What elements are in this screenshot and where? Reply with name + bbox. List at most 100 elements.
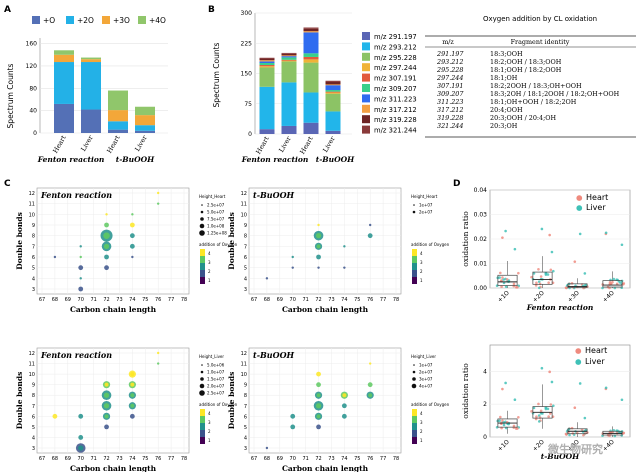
d-point [544, 406, 548, 410]
watermark-text: 微生物研究 [547, 442, 603, 456]
d-outlier [583, 416, 587, 420]
b-bar-segment [281, 59, 297, 61]
c-bubble-inner [315, 233, 322, 239]
c-bubble [368, 362, 372, 365]
a-xtick-label: Heart [105, 134, 122, 155]
c-xtick-label: 76 [155, 456, 161, 462]
c-colorbar-label: 3 [208, 420, 211, 425]
c-plot-title: t-BuOOH [253, 190, 295, 200]
c-bubble [290, 413, 296, 419]
b-bar-segment [303, 27, 319, 29]
d-point [532, 406, 536, 410]
c-bubble [367, 233, 373, 239]
d-point [537, 420, 541, 423]
d-point [502, 423, 506, 427]
b-legend-swatch [362, 84, 370, 92]
d-box [497, 274, 518, 286]
legend-swatch-o1 [32, 16, 40, 24]
table-cell-mz: 311.223 [437, 98, 463, 106]
bubble-plot-frame [36, 187, 190, 295]
panel-b-group-tbuooh: t-BuOOH [316, 155, 355, 164]
d-outlier [604, 386, 608, 390]
b-bar-segment [281, 52, 297, 54]
b-legend-label: m/z 293.212 [374, 43, 417, 51]
d-point [547, 415, 550, 418]
d-point [535, 281, 538, 285]
panel-b-table: Oxygen addition by CL oxidation m/z Frag… [425, 15, 636, 138]
c-oxygen-legend-title: addition of Oxygen [411, 242, 450, 247]
b-legend-swatch [362, 94, 370, 103]
d-ytick-label: 0 [483, 434, 487, 441]
a-bar-segment [135, 125, 155, 131]
c-ytick-label: 5 [32, 266, 35, 272]
c-xtick-label: 69 [277, 297, 283, 303]
c-xtick-label: 70 [290, 456, 296, 462]
c-bubble [131, 213, 134, 216]
d-point [502, 278, 505, 281]
b-bar-segment [281, 60, 297, 62]
d-xtick-label: +3O [566, 289, 581, 304]
c-size-legend-title: Height_Liver [411, 354, 436, 359]
c-colorbar-label: 4 [420, 251, 423, 256]
b-ytick-label: 225 [241, 40, 253, 47]
d-xtick-label: +2O [531, 438, 546, 453]
d-point [546, 273, 550, 276]
c-size-legend-label: 2e+07 [419, 370, 433, 375]
c-bubble [129, 233, 135, 239]
c-size-legend-dot [413, 204, 415, 206]
b-bar-segment [303, 53, 319, 57]
d-ytick-label: 0.03 [474, 212, 488, 219]
b-bar-segment [281, 125, 297, 134]
b-legend-label: m/z 321.244 [374, 127, 417, 135]
d-point [622, 282, 626, 285]
b-bar-segment [325, 84, 341, 86]
c-xtick-label: 71 [90, 297, 96, 303]
c-xtick-label: 70 [78, 456, 84, 462]
c-xtick-label: 69 [65, 297, 71, 303]
c-bubble-inner [342, 393, 347, 398]
d-plot-title: t-BuOOH [541, 452, 580, 461]
legend-liver-label: Liver [586, 203, 606, 212]
c-colorbar-segment [412, 409, 417, 416]
b-bar-segment [325, 91, 341, 93]
c-xtick-label: 76 [367, 456, 373, 462]
c-xtick-label: 75 [142, 297, 148, 303]
d-outlier [501, 387, 504, 391]
c-xtick-label: 67 [251, 456, 257, 462]
c-plot-title: Fenton reaction [40, 350, 112, 360]
d-plot-frame [489, 344, 631, 438]
c-xtick-label: 69 [65, 456, 71, 462]
d-point [534, 284, 538, 287]
d-ylabel: oxidation ratio [461, 363, 470, 419]
d-point [501, 276, 504, 279]
d-ylabel: oxidation ratio [461, 211, 470, 267]
table-cell-fragment: 20:4;OOH [490, 106, 523, 114]
table-cell-fragment: 18:1;OH+OOH / 18:2;2OH [490, 98, 577, 106]
table-cell-mz: 321.244 [437, 122, 463, 130]
panel-d-letter: D [453, 179, 460, 189]
c-size-legend-title: Height_Liver [199, 354, 224, 359]
legend-label-o3: +3O [113, 16, 130, 25]
c-colorbar-segment [412, 263, 417, 270]
d-ytick-label: 0.02 [474, 236, 488, 243]
c-bubble-inner [103, 232, 110, 239]
b-ytick-label: 75 [244, 101, 252, 108]
d-outlier [513, 247, 517, 251]
d-outlier [501, 236, 504, 239]
panel-a: A +O +2O +3O +4O 0 40 80 120 160 Heart Liver He… [4, 5, 168, 164]
c-ytick-label: 5 [244, 425, 247, 431]
c-ytick-label: 8 [32, 393, 35, 399]
c-size-legend-label: 1.5e+07 [207, 377, 225, 382]
c-xtick-label: 73 [116, 297, 122, 303]
b-bar-segment [259, 67, 275, 87]
c-size-legend-label: 4e+07 [419, 384, 433, 389]
c-oxygen-legend-title: addition of Oxygen [199, 242, 238, 247]
c-xlabel: Carbon chain length [70, 464, 157, 472]
c-bubble-inner [315, 403, 322, 409]
d-ytick-label: 0.00 [474, 285, 488, 292]
b-legend-swatch [362, 125, 370, 134]
a-xtick-label: Liver [133, 133, 149, 153]
c-bubble-inner [104, 414, 109, 419]
